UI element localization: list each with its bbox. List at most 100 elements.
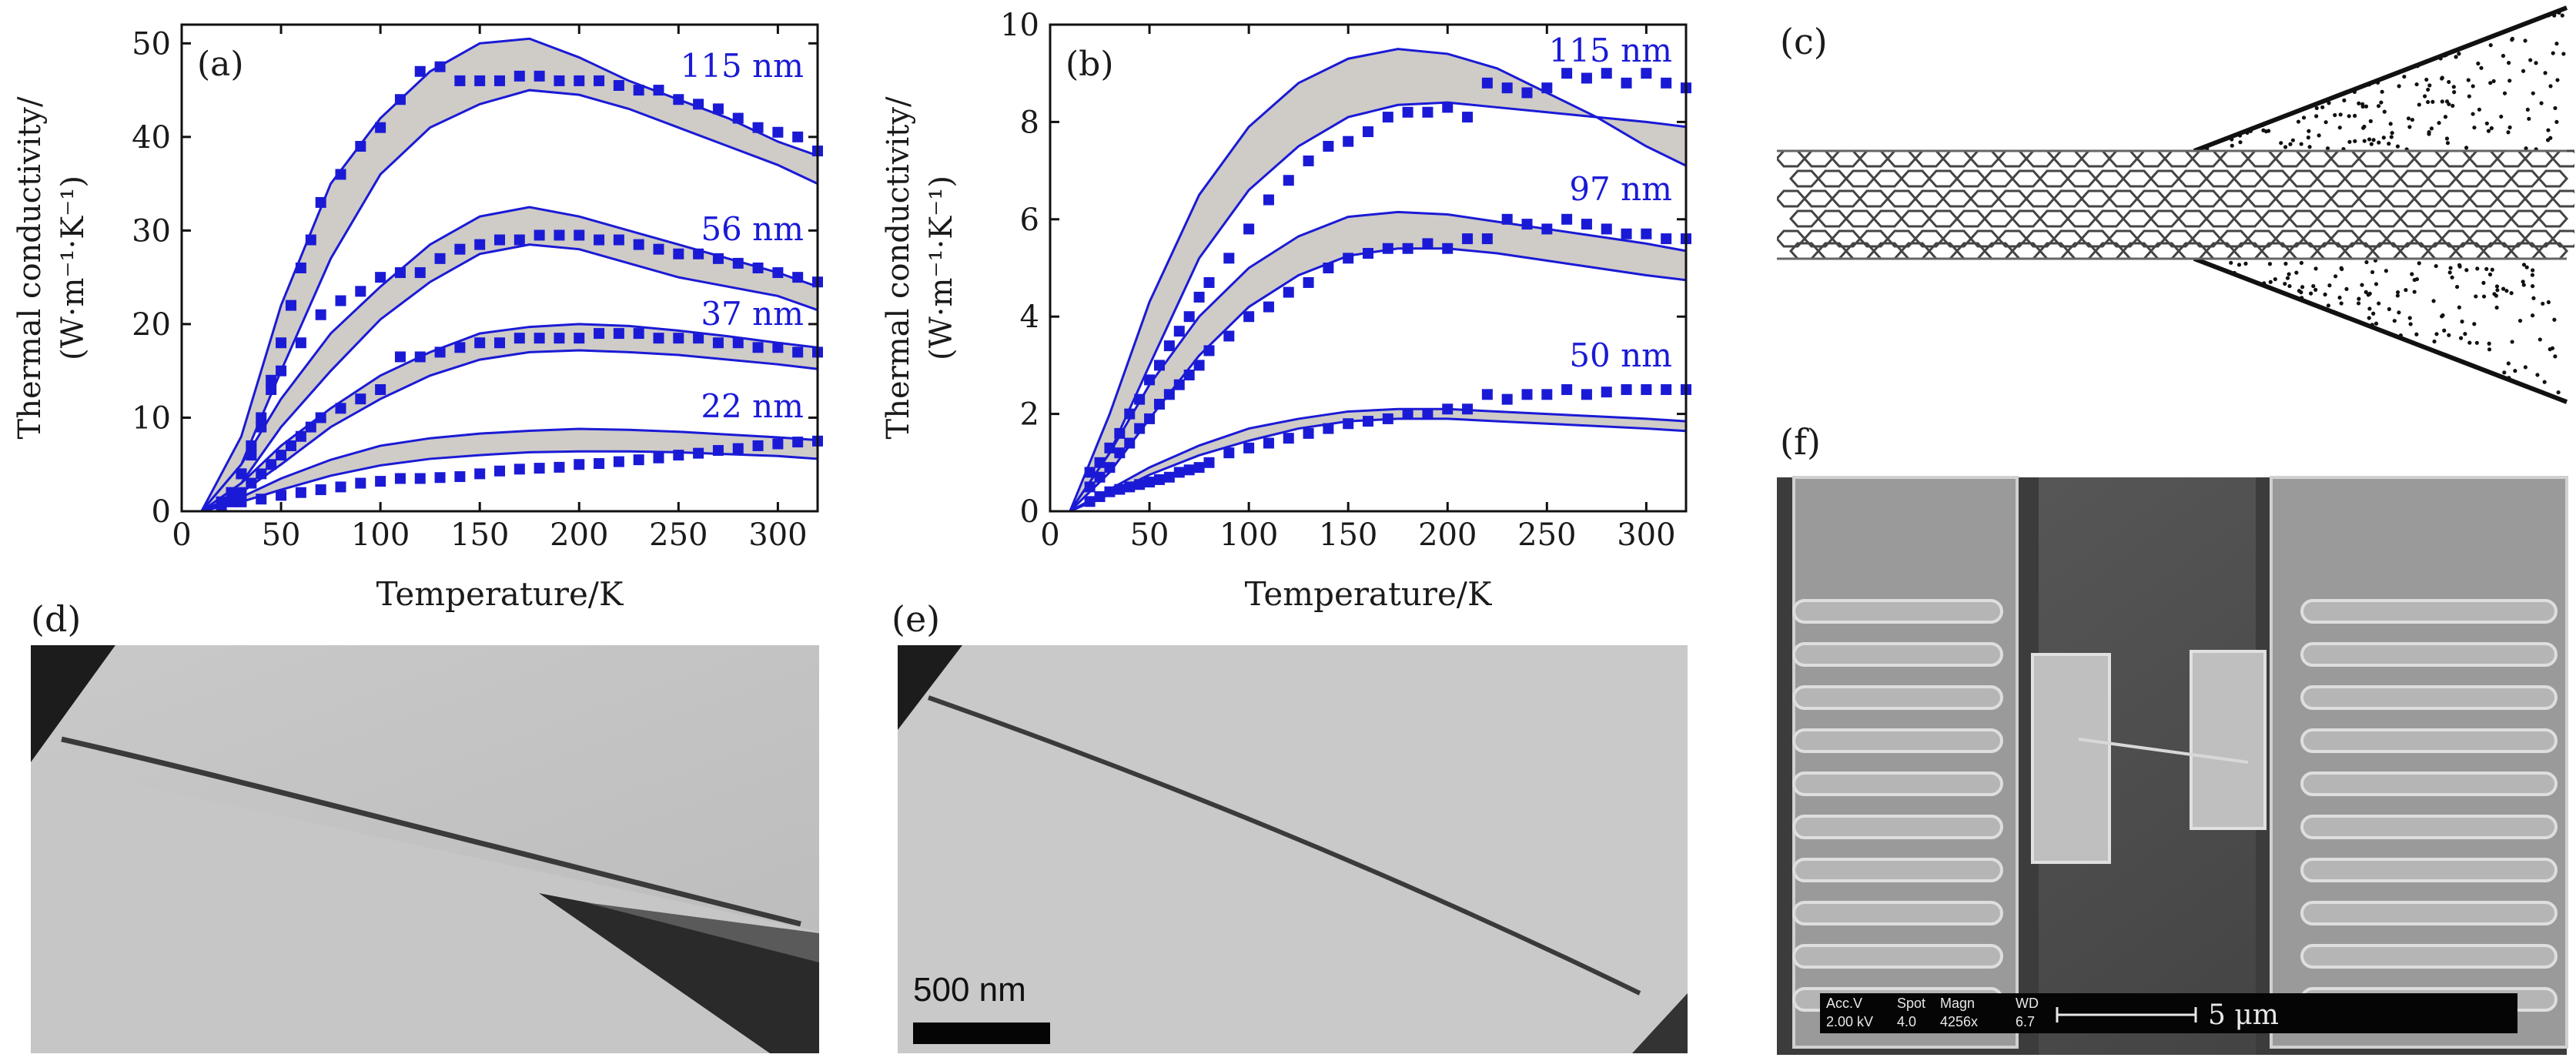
chart-a-point	[534, 70, 545, 82]
scale-bar-label-e: 500 nm	[913, 971, 1026, 1009]
cone-dot	[2437, 121, 2441, 126]
chart-b-point	[1621, 384, 1632, 395]
cone-dot	[2467, 340, 2472, 345]
tube-hexagon	[2551, 229, 2574, 248]
cone-dot	[2361, 126, 2366, 130]
cone-dot	[2491, 79, 2496, 83]
cone-dot	[2367, 316, 2371, 320]
chart-a-point	[236, 468, 247, 480]
chart-a-point	[673, 333, 684, 344]
chart-a-point	[574, 459, 585, 470]
chart-a-point	[594, 458, 605, 470]
sem-meander-line	[1792, 599, 2003, 624]
chart-a-point	[474, 468, 486, 480]
cone-dot	[2229, 260, 2233, 265]
cone-dot	[2489, 126, 2494, 131]
chart-a-point	[732, 443, 744, 454]
chart-a-point	[335, 295, 346, 306]
chart-a-point	[653, 333, 664, 344]
cone-dot	[2243, 261, 2248, 266]
chart-b-point	[1183, 370, 1195, 381]
chart-b-point	[1581, 389, 1592, 400]
cone-dot	[2521, 263, 2527, 267]
chart-a-point	[752, 440, 764, 451]
chart-a-point	[494, 465, 505, 477]
cone-dot	[2509, 291, 2514, 296]
cone-dot	[2288, 142, 2293, 146]
cone-dot	[2417, 102, 2421, 107]
chart-b-point	[1661, 233, 1672, 245]
cone-dot	[2507, 61, 2511, 65]
chart-b-xtick-label: 250	[1517, 517, 1576, 553]
chart-a-point	[752, 263, 764, 273]
cone-dot	[2457, 52, 2461, 56]
chart-a-point	[335, 403, 346, 414]
chart-a-point	[236, 496, 247, 507]
chart-a-ytick-label: 10	[132, 400, 171, 436]
chart-a-point	[285, 440, 296, 451]
chart-a-point	[375, 272, 386, 283]
sem-accv-label: Acc.V	[1826, 996, 1862, 1011]
sem-meander-line	[2300, 858, 2558, 882]
chart-b-point	[1153, 360, 1165, 371]
chart-b-point	[1243, 223, 1255, 235]
chart-a-point	[256, 468, 267, 480]
chart-b-point	[1263, 301, 1274, 313]
cone-dot	[2447, 102, 2451, 106]
chart-b-point	[1641, 228, 1652, 239]
cone-dot	[2481, 294, 2487, 299]
cone-dot	[2434, 332, 2439, 336]
sem-meander-line	[1792, 815, 2003, 839]
sem-meander-line	[1792, 685, 2003, 710]
cone-dot	[2236, 263, 2242, 267]
chart-a-point	[454, 75, 466, 86]
cone-dot	[2261, 128, 2266, 132]
cone-dot	[2472, 126, 2477, 130]
cone-dot	[2484, 121, 2489, 126]
chart-a-point	[712, 253, 724, 264]
cone-dot	[2285, 276, 2290, 280]
chart-a-point	[315, 196, 326, 208]
chart-b-xtick-label: 150	[1319, 517, 1377, 553]
chart-b-point	[1094, 491, 1106, 503]
chart-a-point	[474, 239, 486, 250]
sem-meander-line	[1792, 642, 2003, 667]
sem-meander-line	[1792, 901, 2003, 925]
chart-a-point	[772, 267, 784, 279]
cone-dot	[2488, 81, 2493, 85]
sem-wd-value: 6.7	[2016, 1014, 2035, 1029]
cone-dot	[2267, 262, 2273, 266]
chart-b-point	[1084, 481, 1096, 493]
cone-dot	[2337, 126, 2342, 130]
sem-meander-line	[2300, 901, 2558, 925]
chart-a-point	[474, 337, 486, 349]
tem-image-e: 500 nm	[898, 645, 1688, 1053]
cone-dot	[2486, 129, 2491, 133]
chart-a-point	[633, 85, 644, 96]
chart-b-point	[1094, 471, 1106, 483]
chart-a: 0 50 100 150 200 250 300 0 10 20 30 40 50 Temperature…	[12, 23, 823, 613]
cone-dot	[2390, 131, 2394, 136]
cone-dot	[2513, 369, 2517, 373]
cone-dot	[2454, 284, 2460, 290]
chart-b-xtick-label: 100	[1219, 517, 1278, 553]
chart-a-point	[295, 430, 306, 442]
chart-b-point	[1481, 389, 1493, 400]
sem-nanowire	[2078, 738, 2249, 764]
chart-b-point	[1561, 68, 1573, 79]
chart-b-point	[1173, 379, 1185, 390]
chart-a-point	[335, 169, 346, 180]
cone-dot	[2464, 268, 2469, 273]
cone-dot	[2267, 129, 2271, 133]
chart-b-point	[1323, 141, 1334, 152]
chart-a-point	[246, 477, 257, 489]
chart-a-point	[474, 75, 486, 86]
sem-meander-line	[2300, 771, 2558, 796]
cone-dot	[2517, 318, 2523, 323]
chart-b-point	[1521, 219, 1533, 230]
cone-dot	[2457, 263, 2462, 267]
chart-b-point	[1641, 384, 1652, 395]
cone-dot	[2326, 303, 2330, 308]
chart-a-band-lower-line-0	[200, 89, 818, 512]
chart-b-point	[1343, 136, 1354, 147]
